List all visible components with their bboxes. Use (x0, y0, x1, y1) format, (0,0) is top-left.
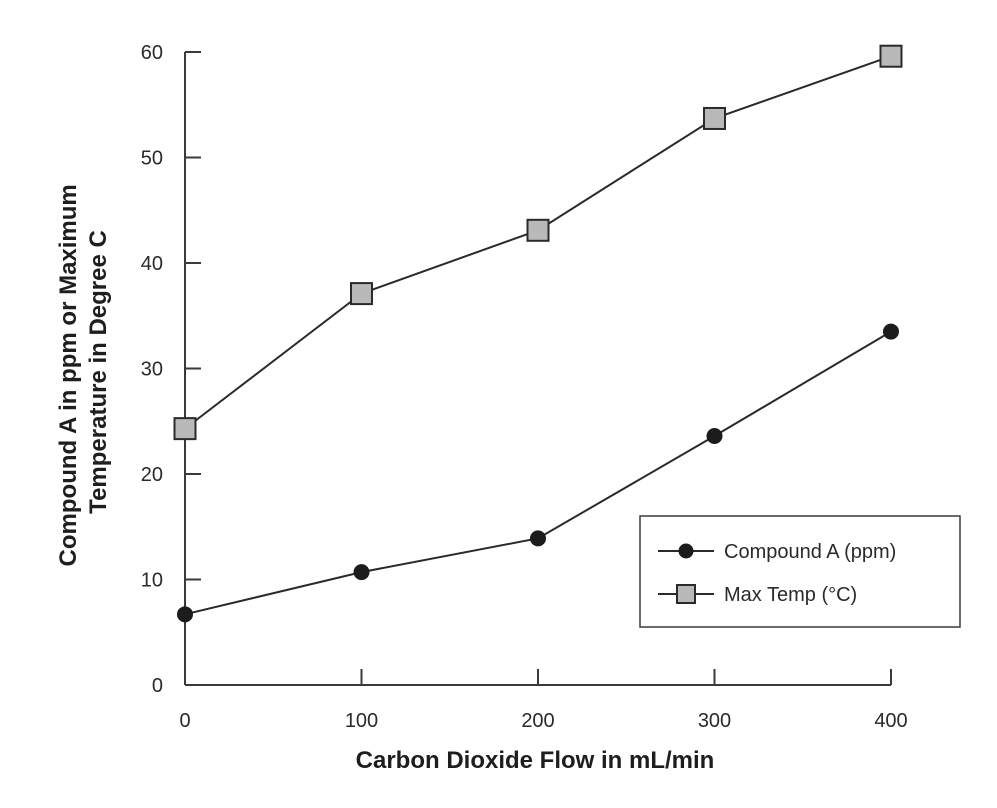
series-compound-a (177, 323, 899, 623)
legend-label-max-temp: Max Temp (°C) (724, 584, 857, 606)
y-tick-label: 40 (141, 253, 163, 275)
y-tick-label: 10 (141, 570, 163, 592)
data-point-circle (353, 564, 370, 581)
legend-box (639, 515, 961, 628)
y-tick-label: 30 (141, 359, 163, 381)
data-point-square (173, 417, 197, 441)
legend-marker-max-temp (676, 584, 696, 604)
y-tick-label: 0 (152, 675, 163, 697)
data-series (173, 44, 903, 623)
y-tick-label: 20 (141, 464, 163, 486)
x-tick-label: 300 (698, 710, 731, 732)
y-tick-label: 50 (141, 148, 163, 170)
x-tick-label: 100 (345, 710, 378, 732)
series-line (184, 55, 892, 430)
y-axis-title-line-1: Compound A in ppm or Maximum (55, 184, 82, 566)
axis-ticks: 0 10 20 30 40 50 60 0 100 200 300 400 (141, 42, 908, 732)
y-axis-title: Compound A in ppm or Maximum Temperature… (55, 178, 112, 567)
data-point-square (350, 282, 373, 306)
data-point-circle (530, 530, 546, 547)
y-tick-label: 60 (141, 42, 163, 64)
x-tick-label: 0 (179, 710, 190, 732)
legend-marker-compound-a (678, 543, 694, 559)
x-tick-label: 400 (874, 710, 907, 732)
x-axis-title: Carbon Dioxide Flow in mL/min (356, 747, 715, 774)
data-point-circle (883, 323, 899, 340)
series-max-temp (173, 44, 903, 441)
data-point-square (703, 106, 726, 130)
y-axis-title-line-2: Temperature in Degree C (85, 230, 112, 514)
legend-label-compound-a: Compound A (ppm) (724, 541, 896, 563)
data-point-square (879, 44, 903, 68)
legend: Compound A (ppm) Max Temp (°C) (639, 515, 961, 628)
data-point-square (526, 218, 550, 242)
x-tick-label: 200 (521, 710, 554, 732)
data-point-circle (706, 428, 723, 445)
data-point-circle (177, 606, 193, 623)
